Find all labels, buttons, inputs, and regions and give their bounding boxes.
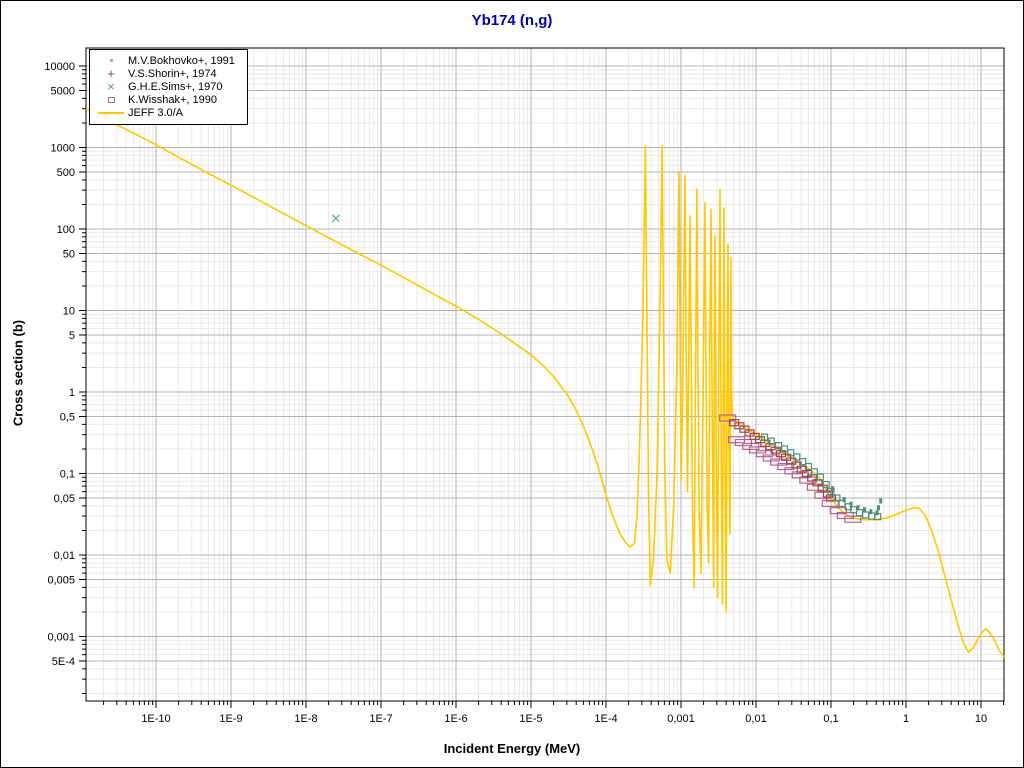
svg-text:10: 10 (975, 713, 987, 725)
svg-text:5: 5 (69, 330, 75, 342)
x-marker-icon: × (107, 79, 115, 94)
svg-text:1: 1 (69, 387, 75, 399)
svg-text:0,1: 0,1 (823, 713, 838, 725)
plus-marker-icon: + (107, 66, 115, 81)
svg-text:1E-5: 1E-5 (519, 713, 542, 725)
line-marker-icon (98, 111, 124, 114)
legend-label: M.V.Bokhovko+, 1991 (128, 54, 235, 67)
legend-label: JEFF 3.0/A (128, 106, 184, 119)
svg-text:0,1: 0,1 (60, 469, 75, 481)
svg-text:10: 10 (63, 306, 75, 318)
svg-text:0,05: 0,05 (54, 493, 75, 505)
legend-label: G.H.E.Sims+, 1970 (128, 80, 223, 93)
svg-text:500: 500 (57, 167, 75, 179)
svg-text:1E-7: 1E-7 (369, 713, 392, 725)
svg-text:0,01: 0,01 (54, 550, 75, 562)
svg-text:1000: 1000 (51, 143, 75, 155)
legend-label: V.S.Shorin+, 1974 (128, 67, 217, 80)
svg-text:0,5: 0,5 (60, 412, 75, 424)
svg-text:50: 50 (63, 249, 75, 261)
svg-text:100: 100 (57, 224, 75, 236)
y-axis-title: Cross section (b) (10, 319, 26, 427)
svg-text:0,001: 0,001 (47, 632, 75, 644)
svg-text:0,005: 0,005 (47, 575, 75, 587)
legend-item-bokhovko: M.V.Bokhovko+, 1991 (94, 54, 235, 67)
svg-text:1: 1 (903, 713, 909, 725)
square-marker-icon (107, 96, 115, 103)
legend-item-shorin: + V.S.Shorin+, 1974 (94, 67, 235, 80)
legend-item-sims: × G.H.E.Sims+, 1970 (94, 80, 235, 93)
dot-marker-icon (109, 59, 113, 62)
legend: M.V.Bokhovko+, 1991 + V.S.Shorin+, 1974 … (89, 49, 248, 125)
svg-text:0,01: 0,01 (745, 713, 766, 725)
svg-text:10000: 10000 (44, 61, 75, 73)
svg-text:1E-4: 1E-4 (594, 713, 617, 725)
svg-text:1E-10: 1E-10 (141, 713, 170, 725)
page-title: Yb174 (n,g) (471, 12, 553, 29)
svg-text:1E-6: 1E-6 (444, 713, 467, 725)
svg-text:0,001: 0,001 (667, 713, 695, 725)
x-axis-title: Incident Energy (MeV) (443, 741, 581, 756)
svg-text:5000: 5000 (51, 86, 75, 98)
svg-text:1E-8: 1E-8 (294, 713, 317, 725)
legend-item-wisshak: K.Wisshak+, 1990 (94, 93, 235, 106)
svg-text:1E-9: 1E-9 (219, 713, 242, 725)
legend-label: K.Wisshak+, 1990 (128, 93, 217, 106)
svg-text:5E-4: 5E-4 (52, 656, 75, 668)
legend-item-jeff: JEFF 3.0/A (94, 106, 235, 119)
